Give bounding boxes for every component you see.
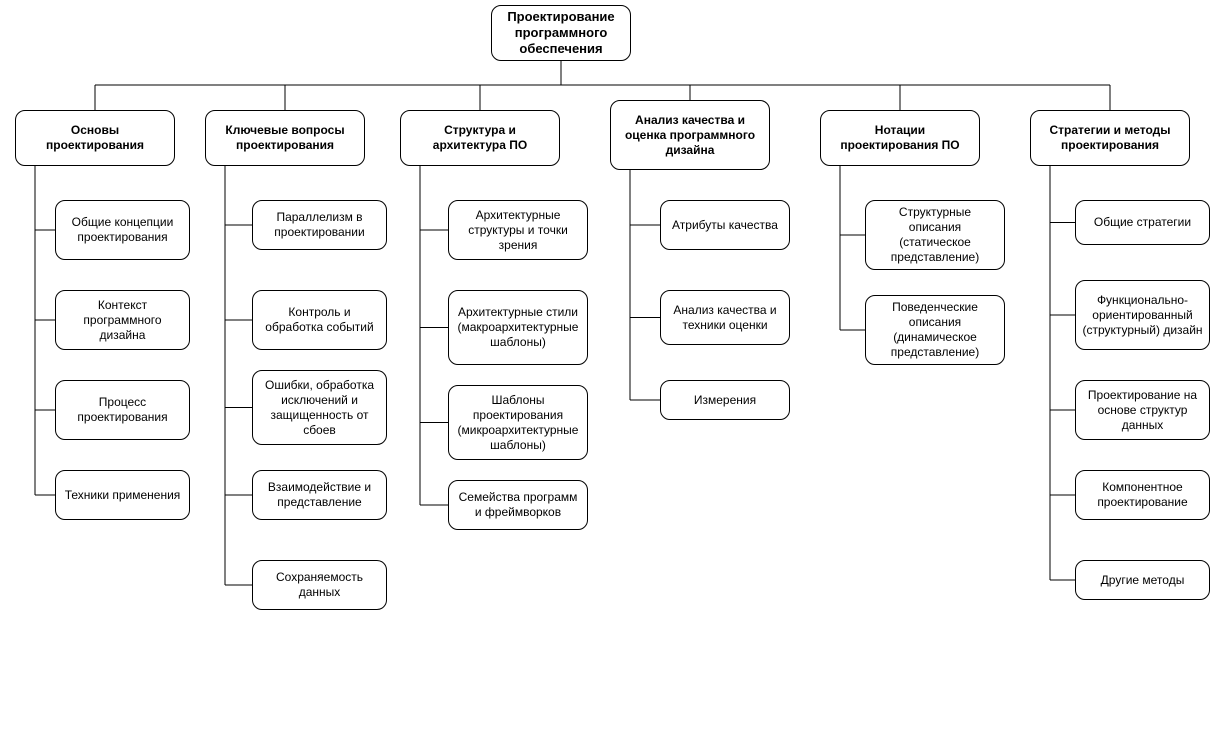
leaf-node-2-1-label: Архитектурные стили (макроархитектурные … [455,305,581,350]
leaf-node-3-2: Измерения [660,380,790,420]
leaf-node-1-1-label: Контроль и обработка событий [259,305,380,335]
branch-node-0-label: Основы проектирования [22,123,168,153]
branch-node-2: Структура и архитектура ПО [400,110,560,166]
leaf-node-1-2: Ошибки, обработка исключений и защищенно… [252,370,387,445]
leaf-node-5-3-label: Компонентное проектирование [1082,480,1203,510]
leaf-node-3-0: Атрибуты качества [660,200,790,250]
leaf-node-1-1: Контроль и обработка событий [252,290,387,350]
branch-node-4-label: Нотации проектирования ПО [827,123,973,153]
leaf-node-4-0-label: Структурные описания (статическое предст… [872,205,998,265]
leaf-node-5-2: Проектирование на основе структур данных [1075,380,1210,440]
branch-node-5-label: Стратегии и методы проектирования [1037,123,1183,153]
root-node-label: Проектирование программного обеспечения [498,9,624,58]
branch-node-1-label: Ключевые вопросы проектирования [212,123,358,153]
leaf-node-5-3: Компонентное проектирование [1075,470,1210,520]
branch-node-0: Основы проектирования [15,110,175,166]
leaf-node-2-2-label: Шаблоны проектирования (микроархитектурн… [455,393,581,453]
leaf-node-5-4-label: Другие методы [1101,573,1185,588]
leaf-node-2-1: Архитектурные стили (макроархитектурные … [448,290,588,365]
leaf-node-5-2-label: Проектирование на основе структур данных [1082,388,1203,433]
leaf-node-0-3: Техники применения [55,470,190,520]
leaf-node-2-2: Шаблоны проектирования (микроархитектурн… [448,385,588,460]
leaf-node-0-1: Контекст программного дизайна [55,290,190,350]
leaf-node-0-2-label: Процесс проектирования [62,395,183,425]
leaf-node-1-0: Параллелизм в проектировании [252,200,387,250]
leaf-node-5-1-label: Функционально-ориентированный (структурн… [1082,293,1203,338]
leaf-node-1-3-label: Взаимодействие и представление [259,480,380,510]
branch-node-1: Ключевые вопросы проектирования [205,110,365,166]
leaf-node-5-1: Функционально-ориентированный (структурн… [1075,280,1210,350]
leaf-node-5-4: Другие методы [1075,560,1210,600]
leaf-node-2-3: Семейства программ и фреймворков [448,480,588,530]
root-node: Проектирование программного обеспечения [491,5,631,61]
leaf-node-0-1-label: Контекст программного дизайна [62,298,183,343]
leaf-node-1-0-label: Параллелизм в проектировании [259,210,380,240]
branch-node-4: Нотации проектирования ПО [820,110,980,166]
branch-node-2-label: Структура и архитектура ПО [407,123,553,153]
leaf-node-1-4-label: Сохраняемость данных [259,570,380,600]
leaf-node-0-0-label: Общие концепции проектирования [62,215,183,245]
leaf-node-1-3: Взаимодействие и представление [252,470,387,520]
leaf-node-2-3-label: Семейства программ и фреймворков [455,490,581,520]
branch-node-3: Анализ качества и оценка программного ди… [610,100,770,170]
branch-node-3-label: Анализ качества и оценка программного ди… [617,113,763,158]
leaf-node-0-2: Процесс проектирования [55,380,190,440]
leaf-node-0-3-label: Техники применения [65,488,181,503]
leaf-node-4-1-label: Поведенческие описания (динамическое пре… [872,300,998,360]
branch-node-5: Стратегии и методы проектирования [1030,110,1190,166]
leaf-node-2-0-label: Архитектурные структуры и точки зрения [455,208,581,253]
leaf-node-3-2-label: Измерения [694,393,756,408]
leaf-node-4-1: Поведенческие описания (динамическое пре… [865,295,1005,365]
leaf-node-1-2-label: Ошибки, обработка исключений и защищенно… [259,378,380,438]
leaf-node-3-1: Анализ качества и техники оценки [660,290,790,345]
leaf-node-5-0: Общие стратегии [1075,200,1210,245]
leaf-node-3-0-label: Атрибуты качества [672,218,778,233]
leaf-node-4-0: Структурные описания (статическое предст… [865,200,1005,270]
leaf-node-2-0: Архитектурные структуры и точки зрения [448,200,588,260]
leaf-node-3-1-label: Анализ качества и техники оценки [667,303,783,333]
leaf-node-0-0: Общие концепции проектирования [55,200,190,260]
leaf-node-5-0-label: Общие стратегии [1094,215,1191,230]
leaf-node-1-4: Сохраняемость данных [252,560,387,610]
